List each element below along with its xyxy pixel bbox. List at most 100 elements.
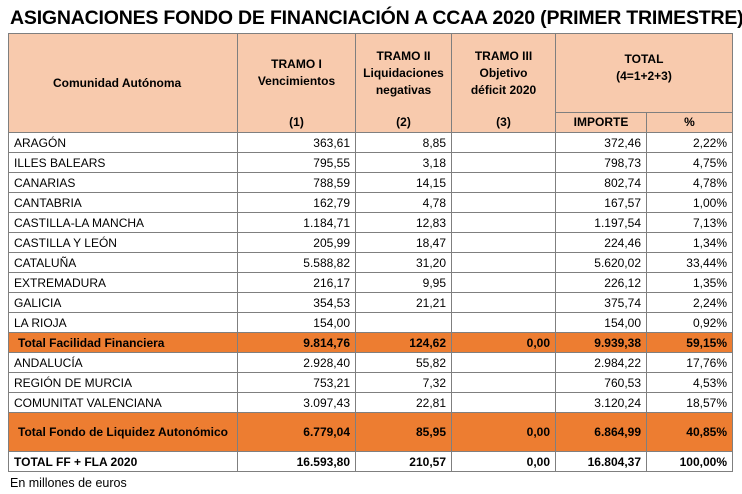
row-tramo-3 xyxy=(451,172,556,193)
table-row: ANDALUCÍA 2.928,40 55,82 2.984,22 17,76% xyxy=(8,352,733,373)
row-importe: 2.984,22 xyxy=(555,352,647,373)
row-tramo-2: 4,78 xyxy=(355,192,452,213)
page-title: ASIGNACIONES FONDO DE FINANCIACIÓN A CCA… xyxy=(10,7,742,29)
row-importe: 167,57 xyxy=(555,192,647,213)
row-tramo-3 xyxy=(451,192,556,213)
row-tramo-3 xyxy=(451,232,556,253)
row-tramo-3 xyxy=(451,312,556,333)
table-row: CASTILLA-LA MANCHA 1.184,71 12,83 1.197,54 7… xyxy=(8,212,733,233)
subtotal-row-ff: Total Facilidad Financiera 9.814,76 124,62… xyxy=(8,332,733,353)
row-tramo-1: 753,21 xyxy=(237,372,356,393)
row-tramo-2: 9,95 xyxy=(355,272,452,293)
row-tramo-1: 788,59 xyxy=(237,172,356,193)
row-tramo-3 xyxy=(451,392,556,413)
header-comunidad: Comunidad Autónoma xyxy=(8,33,238,133)
header-tramo-3: TRAMO III Objetivo déficit 2020 xyxy=(451,33,556,113)
row-tramo-1: 162,79 xyxy=(237,192,356,213)
row-tramo-3 xyxy=(451,152,556,173)
row-tramo-2: 31,20 xyxy=(355,252,452,273)
subtotal-name: Total Facilidad Financiera xyxy=(8,332,238,353)
row-percent: 1,34% xyxy=(646,232,733,253)
header-tramo-3-title: TRAMO III xyxy=(474,48,533,63)
subtotal-importe: 9.939,38 xyxy=(555,332,647,353)
subtotal-importe: 6.864,99 xyxy=(555,412,647,452)
row-percent: 1,00% xyxy=(646,192,733,213)
subtotal-tramo-1: 6.779,04 xyxy=(237,412,356,452)
subtotal-tramo-3: 0,00 xyxy=(451,412,556,452)
row-name: CANARIAS xyxy=(8,172,238,193)
row-name: CASTILLA Y LEÓN xyxy=(8,232,238,253)
row-tramo-2: 18,47 xyxy=(355,232,452,253)
header-tramo-2-number: (2) xyxy=(355,112,452,133)
row-tramo-1: 363,61 xyxy=(237,132,356,153)
header-importe: IMPORTE xyxy=(555,112,647,133)
row-tramo-3 xyxy=(451,212,556,233)
header-tramo-3-subtitle-2: déficit 2020 xyxy=(470,82,537,97)
row-importe: 375,74 xyxy=(555,292,647,313)
table-row: CANARIAS 788,59 14,15 802,74 4,78% xyxy=(8,172,733,193)
header-tramo-3-subtitle-1: Objetivo xyxy=(479,65,528,80)
row-percent: 18,57% xyxy=(646,392,733,413)
row-importe: 5.620,02 xyxy=(555,252,647,273)
subtotal-tramo-2: 124,62 xyxy=(355,332,452,353)
table-row: REGIÓN DE MURCIA 753,21 7,32 760,53 4,53% xyxy=(8,372,733,393)
row-percent: 2,24% xyxy=(646,292,733,313)
row-tramo-2: 55,82 xyxy=(355,352,452,373)
row-tramo-2: 21,21 xyxy=(355,292,452,313)
header-total-title: TOTAL xyxy=(624,52,664,66)
row-name: LA RIOJA xyxy=(8,312,238,333)
row-percent: 17,76% xyxy=(646,352,733,373)
row-importe: 372,46 xyxy=(555,132,647,153)
header-tramo-2: TRAMO II Liquidaciones negativas xyxy=(355,33,452,113)
row-tramo-3 xyxy=(451,252,556,273)
grand-total-tramo-1: 16.593,80 xyxy=(237,451,356,472)
row-tramo-3 xyxy=(451,272,556,293)
row-importe: 154,00 xyxy=(555,312,647,333)
header-tramo-2-title: TRAMO II xyxy=(376,48,431,63)
row-importe: 226,12 xyxy=(555,272,647,293)
row-name: CANTABRIA xyxy=(8,192,238,213)
row-tramo-2: 8,85 xyxy=(355,132,452,153)
row-tramo-2: 22,81 xyxy=(355,392,452,413)
table-row: CATALUÑA 5.588,82 31,20 5.620,02 33,44% xyxy=(8,252,733,273)
table-row: LA RIOJA 154,00 154,00 0,92% xyxy=(8,312,733,333)
row-tramo-1: 2.928,40 xyxy=(237,352,356,373)
row-tramo-1: 3.097,43 xyxy=(237,392,356,413)
row-tramo-2: 3,18 xyxy=(355,152,452,173)
row-percent: 2,22% xyxy=(646,132,733,153)
row-percent: 4,53% xyxy=(646,372,733,393)
row-tramo-3 xyxy=(451,372,556,393)
row-name: REGIÓN DE MURCIA xyxy=(8,372,238,393)
grand-total-importe: 16.804,37 xyxy=(555,451,647,472)
table-row: EXTREMADURA 216,17 9,95 226,12 1,35% xyxy=(8,272,733,293)
row-importe: 1.197,54 xyxy=(555,212,647,233)
row-tramo-1: 216,17 xyxy=(237,272,356,293)
row-tramo-2: 12,83 xyxy=(355,212,452,233)
row-tramo-2: 14,15 xyxy=(355,172,452,193)
subtotal-tramo-1: 9.814,76 xyxy=(237,332,356,353)
table-row: ILLES BALEARS 795,55 3,18 798,73 4,75% xyxy=(8,152,733,173)
grand-total-tramo-2: 210,57 xyxy=(355,451,452,472)
row-tramo-1: 154,00 xyxy=(237,312,356,333)
row-name: ANDALUCÍA xyxy=(8,352,238,373)
row-tramo-3 xyxy=(451,352,556,373)
row-tramo-1: 795,55 xyxy=(237,152,356,173)
row-tramo-1: 5.588,82 xyxy=(237,252,356,273)
footnote: En millones de euros xyxy=(10,476,127,490)
row-percent: 1,35% xyxy=(646,272,733,293)
row-name: COMUNITAT VALENCIANA xyxy=(8,392,238,413)
subtotal-tramo-2: 85,95 xyxy=(355,412,452,452)
row-tramo-3 xyxy=(451,292,556,313)
subtotal-tramo-3: 0,00 xyxy=(451,332,556,353)
row-name: ILLES BALEARS xyxy=(8,152,238,173)
row-importe: 802,74 xyxy=(555,172,647,193)
row-percent: 33,44% xyxy=(646,252,733,273)
row-percent: 4,78% xyxy=(646,172,733,193)
table-row: ARAGÓN 363,61 8,85 372,46 2,22% xyxy=(8,132,733,153)
row-percent: 4,75% xyxy=(646,152,733,173)
grand-total-tramo-3: 0,00 xyxy=(451,451,556,472)
row-name: CASTILLA-LA MANCHA xyxy=(8,212,238,233)
subtotal-row-fla: Total Fondo de Liquidez Autonómico 6.779,… xyxy=(8,412,733,452)
header-tramo-2-subtitle-2: negativas xyxy=(375,82,432,97)
header-tramo-3-number: (3) xyxy=(451,112,556,133)
